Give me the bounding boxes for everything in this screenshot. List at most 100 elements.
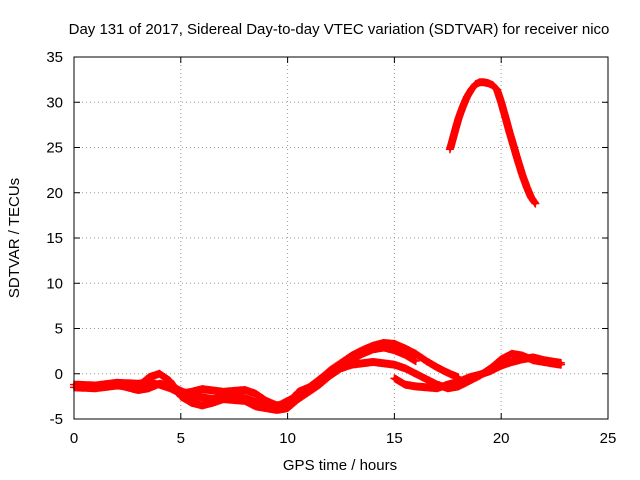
data-point	[403, 383, 407, 387]
data-point	[559, 361, 563, 365]
data-point	[499, 364, 503, 368]
data-point	[115, 383, 119, 387]
data-point	[508, 131, 512, 135]
data-point	[491, 83, 495, 87]
data-point	[516, 160, 520, 164]
data-point	[531, 355, 535, 359]
data-point	[403, 346, 407, 350]
data-point	[286, 406, 290, 410]
data-point	[435, 365, 439, 369]
data-point	[200, 395, 204, 399]
data-point	[482, 80, 486, 84]
data-point	[467, 375, 471, 379]
data-point	[456, 117, 460, 121]
data-point	[232, 393, 236, 397]
data-point	[307, 386, 311, 390]
data-point	[275, 404, 279, 408]
y-tick-label: 30	[46, 94, 63, 111]
data-points	[70, 78, 565, 414]
data-point	[424, 377, 428, 381]
data-point	[243, 388, 247, 392]
data-point	[542, 358, 546, 362]
plot-frame	[73, 56, 609, 420]
data-point	[403, 353, 407, 357]
data-point	[424, 385, 428, 389]
data-point	[147, 386, 151, 390]
data-point	[286, 399, 290, 403]
y-tick-label: 20	[46, 185, 63, 202]
data-point	[243, 396, 247, 400]
data-point	[414, 359, 418, 363]
x-tick-label: 20	[493, 430, 510, 447]
data-point	[222, 395, 226, 399]
y-tick-label: 15	[46, 230, 63, 247]
data-point	[503, 116, 507, 120]
data-point	[495, 88, 499, 92]
data-point	[478, 373, 482, 377]
data-point	[486, 81, 490, 85]
y-axis-label: SDTVAR / TECUs	[6, 178, 23, 298]
data-point	[371, 360, 375, 364]
data-point	[371, 347, 375, 351]
x-tick-label: 5	[177, 430, 185, 447]
data-point	[414, 372, 418, 376]
data-point	[403, 366, 407, 370]
data-point	[525, 185, 529, 189]
y-tick-label: 0	[55, 366, 63, 383]
data-series-track-3	[112, 343, 420, 411]
data-point	[489, 369, 493, 373]
x-tick-label: 15	[386, 430, 403, 447]
data-point	[414, 384, 418, 388]
data-point	[350, 363, 354, 367]
data-point	[157, 372, 161, 376]
data-series-track-4	[390, 353, 565, 393]
data-point	[499, 100, 503, 104]
x-tick-label: 10	[279, 430, 296, 447]
data-point	[254, 400, 258, 404]
data-point	[179, 394, 183, 398]
data-point	[456, 380, 460, 384]
data-point	[125, 385, 129, 389]
tick-labels: 0 5 10 15 20 25 -5 0 5 10 15 20 25 30 35	[46, 49, 616, 447]
data-point	[189, 401, 193, 405]
data-point	[296, 393, 300, 397]
y-tick-label: 5	[55, 321, 63, 338]
chart-title: Day 131 of 2017, Sidereal Day-to-day VTE…	[69, 21, 610, 38]
data-point	[264, 403, 268, 407]
data-series-track-5	[445, 78, 540, 208]
data-point	[424, 359, 428, 363]
y-tick-label: -5	[50, 411, 63, 428]
data-point	[392, 342, 396, 346]
data-point	[529, 195, 533, 199]
data-point	[222, 390, 226, 394]
data-point	[448, 147, 452, 151]
data-point	[318, 377, 322, 381]
axes	[73, 56, 609, 420]
data-point	[392, 348, 396, 352]
data-point	[392, 376, 396, 380]
data-point	[474, 82, 478, 86]
data-point	[512, 146, 516, 149]
data-point	[136, 388, 140, 392]
data-point	[461, 105, 465, 109]
data-point	[200, 387, 204, 391]
data-point	[328, 370, 332, 374]
data-point	[553, 360, 557, 364]
data-point	[168, 384, 172, 388]
x-tick-label: 0	[70, 430, 78, 447]
data-point	[533, 202, 537, 206]
data-point	[189, 393, 193, 397]
y-tick-label: 35	[46, 49, 63, 66]
data-point	[179, 389, 183, 393]
data-point	[147, 375, 151, 379]
data-point	[510, 352, 514, 356]
data-point	[339, 364, 343, 368]
data-point	[211, 397, 215, 401]
data-point	[435, 386, 439, 390]
data-point	[382, 346, 386, 350]
data-point	[350, 357, 354, 361]
data-point	[446, 371, 450, 375]
data-point	[469, 88, 473, 92]
data-point	[254, 392, 258, 396]
